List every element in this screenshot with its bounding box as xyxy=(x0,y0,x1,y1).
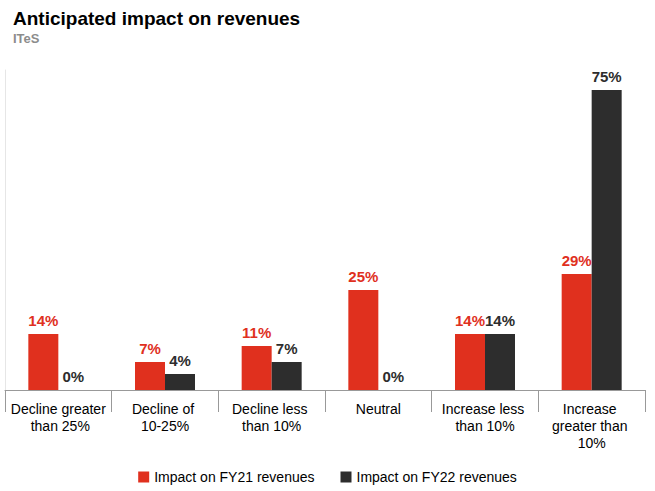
svg-text:7%: 7% xyxy=(276,340,298,357)
svg-text:0%: 0% xyxy=(62,368,84,385)
svg-text:than 25%: than 25% xyxy=(27,418,90,434)
svg-text:greater than: greater than xyxy=(552,418,631,434)
svg-text:Decline less: Decline less xyxy=(232,401,311,417)
svg-text:10-25%: 10-25% xyxy=(141,418,189,434)
svg-text:14%: 14% xyxy=(455,312,485,329)
svg-text:14%: 14% xyxy=(28,312,58,329)
svg-text:Increase less: Increase less xyxy=(442,401,528,417)
svg-text:Increase: Increase xyxy=(563,401,621,417)
svg-text:7%: 7% xyxy=(139,340,161,357)
svg-text:14%: 14% xyxy=(485,312,515,329)
svg-text:11%: 11% xyxy=(242,324,271,341)
svg-text:Impact on FY21 revenues: Impact on FY21 revenues xyxy=(154,469,314,485)
svg-text:Decline greater: Decline greater xyxy=(11,401,106,417)
svg-text:Decline of: Decline of xyxy=(132,401,198,417)
svg-text:29%: 29% xyxy=(562,252,592,269)
svg-text:25%: 25% xyxy=(348,268,378,285)
svg-text:than 10%: than 10% xyxy=(455,418,514,434)
svg-text:than 10%: than 10% xyxy=(242,418,301,434)
svg-text:Anticipated impact on revenues: Anticipated impact on revenues xyxy=(13,8,300,29)
svg-text:0%: 0% xyxy=(382,368,404,385)
svg-text:10%: 10% xyxy=(578,435,606,451)
svg-text:Impact on FY22 revenues: Impact on FY22 revenues xyxy=(357,469,517,485)
svg-text:Neutral: Neutral xyxy=(356,401,401,417)
svg-text:ITeS: ITeS xyxy=(13,31,40,46)
svg-text:4%: 4% xyxy=(169,352,191,369)
svg-text:75%: 75% xyxy=(592,68,622,85)
